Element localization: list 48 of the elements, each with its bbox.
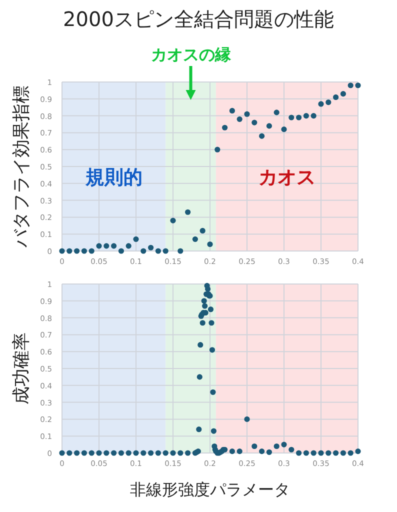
point bbox=[348, 82, 354, 88]
point bbox=[333, 94, 339, 100]
point bbox=[244, 111, 250, 117]
point bbox=[236, 116, 242, 122]
point bbox=[96, 243, 102, 249]
point bbox=[355, 82, 361, 88]
point bbox=[310, 113, 316, 119]
point bbox=[140, 248, 146, 254]
point bbox=[326, 99, 332, 106]
point bbox=[214, 146, 220, 152]
point bbox=[252, 120, 258, 126]
point bbox=[281, 126, 287, 132]
point bbox=[74, 248, 80, 254]
point bbox=[118, 248, 124, 254]
point bbox=[266, 123, 272, 129]
point bbox=[155, 248, 161, 254]
y-axis-title: バタフライ効果指標 bbox=[10, 86, 32, 248]
point bbox=[192, 236, 198, 242]
point bbox=[178, 248, 184, 254]
x-axis-title: 非線形強度パラメータ bbox=[130, 480, 290, 499]
point bbox=[274, 110, 280, 116]
band-label: カオス bbox=[258, 166, 316, 188]
point bbox=[170, 218, 176, 224]
point bbox=[126, 243, 132, 249]
point bbox=[318, 101, 324, 107]
point bbox=[229, 108, 235, 114]
band-label: 規則的 bbox=[84, 166, 142, 188]
y-axis-title: 成功確率 bbox=[10, 332, 32, 404]
point bbox=[296, 114, 302, 120]
point bbox=[148, 244, 154, 250]
point bbox=[88, 248, 94, 254]
point bbox=[81, 248, 87, 254]
point bbox=[162, 248, 168, 254]
point bbox=[288, 114, 294, 120]
point bbox=[303, 113, 309, 119]
point bbox=[200, 228, 206, 234]
point bbox=[66, 248, 72, 254]
point bbox=[340, 91, 346, 97]
band-label: カオスの縁 bbox=[150, 45, 232, 64]
point bbox=[259, 133, 265, 139]
point bbox=[111, 243, 117, 249]
point bbox=[207, 241, 213, 248]
point bbox=[185, 209, 191, 215]
point bbox=[222, 124, 228, 130]
point bbox=[104, 243, 110, 249]
point bbox=[133, 236, 139, 242]
chart-title: 2000スピン全結合問題の性能 bbox=[63, 7, 334, 31]
point bbox=[59, 248, 65, 254]
